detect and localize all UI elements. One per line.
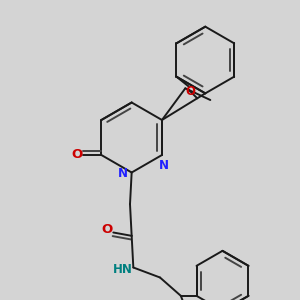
Text: O: O	[72, 148, 83, 161]
Text: N: N	[159, 159, 169, 172]
Text: HN: HN	[112, 263, 132, 276]
Text: N: N	[118, 167, 128, 180]
Text: O: O	[102, 223, 113, 236]
Text: O: O	[186, 85, 196, 98]
